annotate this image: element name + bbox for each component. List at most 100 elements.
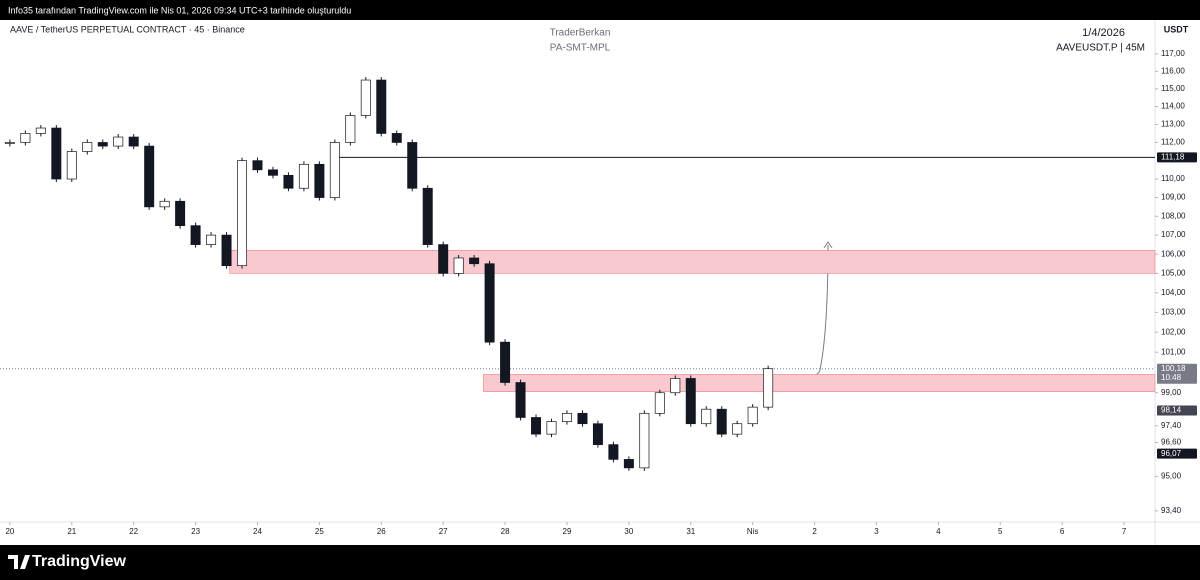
candle <box>438 244 449 274</box>
y-tick-label: 99,00 <box>1161 388 1182 397</box>
date: 1/4/2026 <box>1082 27 1125 39</box>
y-tick-label: 113,00 <box>1161 120 1185 129</box>
price-badge <box>1157 448 1197 459</box>
candle <box>20 133 31 143</box>
x-tick-label: 23 <box>191 527 200 536</box>
price-badge-label: 100,18 <box>1161 364 1186 373</box>
candle <box>298 163 309 189</box>
candle <box>360 79 371 116</box>
y-tick-label: 114,00 <box>1161 102 1185 111</box>
candle <box>376 79 387 134</box>
candle <box>685 378 696 425</box>
candle <box>608 444 619 460</box>
x-tick-label: 25 <box>315 527 324 536</box>
candle <box>453 257 464 274</box>
candle <box>345 115 356 143</box>
price-badge-label: 96,07 <box>1161 449 1182 458</box>
y-tick-label: 110,00 <box>1161 174 1185 183</box>
x-tick-label: 24 <box>253 527 262 536</box>
logo: TradingView <box>32 553 127 570</box>
candle <box>577 412 588 425</box>
candle <box>654 392 665 414</box>
bottom-bar <box>0 545 1200 580</box>
candle <box>592 423 603 445</box>
symbol: AAVEUSDT.P | 45M <box>1056 43 1145 54</box>
candle <box>190 225 201 245</box>
candle <box>128 136 139 147</box>
candle <box>252 160 263 171</box>
candle <box>763 368 774 408</box>
candle <box>97 142 108 147</box>
x-tick-label: 22 <box>129 527 138 536</box>
price-badge <box>1157 152 1197 163</box>
candle <box>314 163 325 198</box>
candle <box>144 145 155 208</box>
y-tick-label: 104,00 <box>1161 288 1186 297</box>
author: TraderBerkan <box>550 28 611 39</box>
candle <box>531 417 542 435</box>
candle <box>747 406 758 425</box>
zone <box>229 250 1156 274</box>
x-tick-label: 31 <box>686 527 695 536</box>
x-tick-label: 6 <box>1060 527 1065 536</box>
y-tick-label: 105,00 <box>1161 268 1186 277</box>
zone <box>483 374 1156 392</box>
countdown: 10:48 <box>1161 373 1182 382</box>
candle <box>35 127 46 134</box>
x-tick-label: 28 <box>501 527 510 536</box>
candle <box>716 408 727 435</box>
y-tick-label: 109,00 <box>1161 193 1186 202</box>
y-tick-label: 102,00 <box>1161 327 1186 336</box>
candle <box>283 174 294 189</box>
price-badge <box>1157 405 1197 416</box>
candle <box>701 408 712 425</box>
x-tick-label: 29 <box>563 527 572 536</box>
chart-area <box>0 20 1200 545</box>
y-tick-label: 116,00 <box>1161 66 1185 75</box>
y-tick-label: 96,60 <box>1161 438 1182 447</box>
caption: Info35 tarafından TradingView.com ile Ni… <box>8 5 351 15</box>
price-badge-label: 98,14 <box>1161 406 1182 415</box>
candle <box>732 423 743 435</box>
price-badge <box>1157 363 1197 384</box>
candle <box>329 142 340 198</box>
candle <box>4 142 15 144</box>
y-tick-label: 108,00 <box>1161 211 1186 220</box>
x-tick-label: 27 <box>439 527 448 536</box>
y-tick-label: 115,00 <box>1161 84 1185 93</box>
candle <box>561 412 572 422</box>
x-tick-label: 20 <box>5 527 14 536</box>
y-tick-label: 93,40 <box>1161 506 1182 515</box>
candle <box>500 341 511 383</box>
y-tick-label: 95,00 <box>1161 472 1182 481</box>
x-tick-label: 2 <box>812 527 817 536</box>
candle <box>639 412 650 469</box>
x-tick-label: 26 <box>377 527 386 536</box>
x-tick-label: Nis <box>747 527 759 536</box>
y-tick-label: 106,00 <box>1161 249 1186 258</box>
candle <box>515 382 526 418</box>
candle <box>407 142 418 189</box>
y-tick-label: 107,00 <box>1161 230 1186 239</box>
x-tick-label: 7 <box>1122 527 1127 536</box>
x-tick-label: 30 <box>624 527 633 536</box>
candle <box>267 169 278 176</box>
arrow-head <box>823 241 833 249</box>
candle <box>51 127 62 180</box>
y-tick-label: 112,00 <box>1161 138 1185 147</box>
logo-icon <box>8 555 30 569</box>
candle <box>113 136 124 147</box>
price-badge-label: 111,18 <box>1161 152 1185 161</box>
x-tick-label: 5 <box>998 527 1003 536</box>
candle <box>391 133 402 143</box>
y-tick-label: 101,00 <box>1161 347 1186 356</box>
top-bar <box>0 0 1200 20</box>
x-tick-label: 21 <box>67 527 76 536</box>
candle <box>159 200 170 208</box>
y-tick-label: 97,40 <box>1161 421 1182 430</box>
candle <box>546 421 557 435</box>
candle <box>237 160 248 267</box>
candle <box>623 459 634 469</box>
y-tick-label: 103,00 <box>1161 308 1186 317</box>
